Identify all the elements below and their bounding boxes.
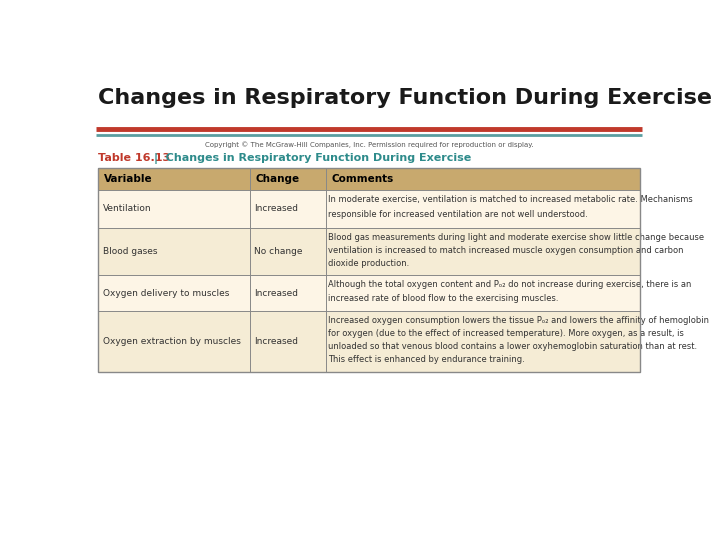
Text: Increased oxygen consumption lowers the tissue Pₒ₂ and lowers the affinity of he: Increased oxygen consumption lowers the … [328,316,709,325]
Text: Comments: Comments [331,174,394,184]
FancyBboxPatch shape [99,275,639,312]
Text: for oxygen (due to the effect of increased temperature). More oxygen, as a resul: for oxygen (due to the effect of increas… [328,329,685,338]
FancyBboxPatch shape [99,168,639,190]
Text: Blood gas measurements during light and moderate exercise show little change bec: Blood gas measurements during light and … [328,233,705,242]
Text: Increased: Increased [254,288,298,298]
Text: |  Changes in Respiratory Function During Exercise: | Changes in Respiratory Function During… [154,153,472,164]
Text: Table 16.13: Table 16.13 [99,153,171,164]
FancyBboxPatch shape [99,190,639,228]
Text: Change: Change [256,174,300,184]
Text: Although the total oxygen content and Pₒ₂ do not increase during exercise, there: Although the total oxygen content and Pₒ… [328,280,692,289]
Text: Blood gases: Blood gases [103,247,158,256]
FancyBboxPatch shape [99,312,639,372]
Text: unloaded so that venous blood contains a lower oxyhemoglobin saturation than at : unloaded so that venous blood contains a… [328,342,698,351]
Text: responsible for increased ventilation are not well understood.: responsible for increased ventilation ar… [328,210,588,219]
Text: dioxide production.: dioxide production. [328,259,410,268]
Text: No change: No change [254,247,303,256]
Text: This effect is enhanced by endurance training.: This effect is enhanced by endurance tra… [328,355,525,364]
Text: Increased: Increased [254,204,298,213]
FancyBboxPatch shape [99,228,639,275]
Text: In moderate exercise, ventilation is matched to increased metabolic rate. Mechan: In moderate exercise, ventilation is mat… [328,195,693,205]
Text: increased rate of blood flow to the exercising muscles.: increased rate of blood flow to the exer… [328,294,559,303]
Text: Changes in Respiratory Function During Exercise: Changes in Respiratory Function During E… [99,88,712,108]
Text: Copyright © The McGraw-Hill Companies, Inc. Permission required for reproduction: Copyright © The McGraw-Hill Companies, I… [204,141,534,148]
Text: Oxygen delivery to muscles: Oxygen delivery to muscles [103,288,229,298]
Text: Variable: Variable [104,174,153,184]
Text: Oxygen extraction by muscles: Oxygen extraction by muscles [103,337,240,346]
Text: ventilation is increased to match increased muscle oxygen consumption and carbon: ventilation is increased to match increa… [328,246,684,255]
Text: Ventilation: Ventilation [103,204,151,213]
Text: Increased: Increased [254,337,298,346]
